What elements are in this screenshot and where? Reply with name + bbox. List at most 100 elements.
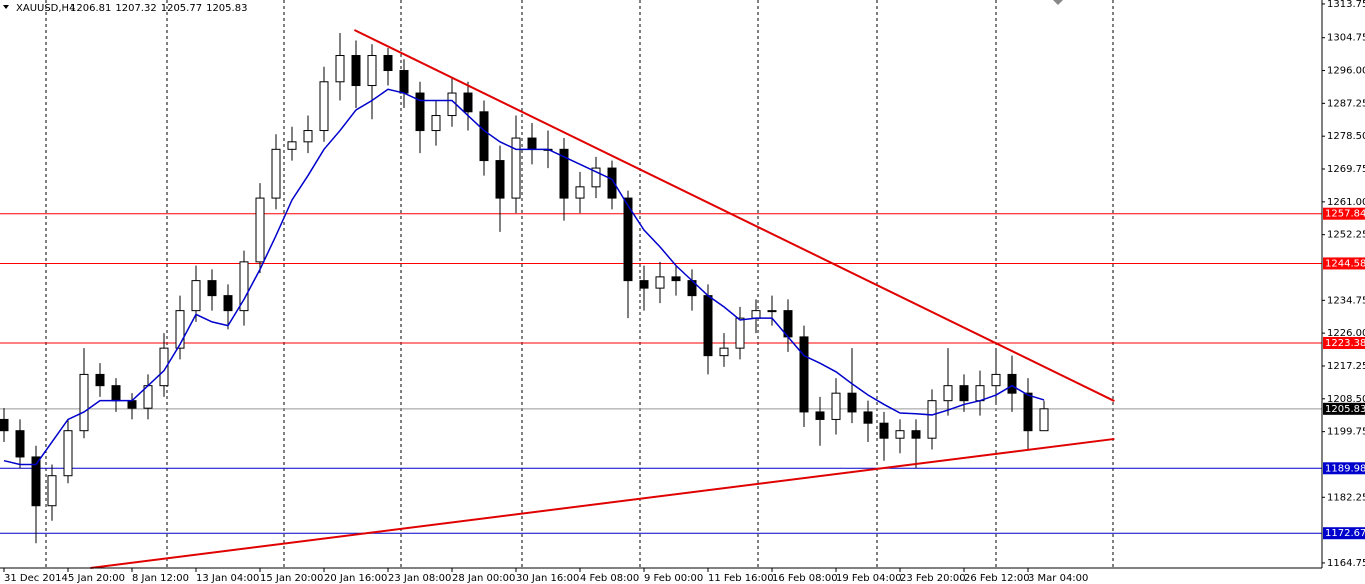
candle-body: [719, 347, 729, 357]
candle-body: [447, 92, 457, 117]
level-label-box: [1323, 527, 1365, 540]
candle-body: [351, 55, 361, 87]
level-label: 1172.67: [1325, 528, 1365, 539]
candle-body: [399, 70, 409, 94]
level-label: 1244.58: [1325, 258, 1365, 269]
candle-body: [463, 92, 473, 113]
level-label-box: [1323, 462, 1365, 475]
x-tick-label: 19 Feb 04:00: [836, 573, 902, 584]
x-tick-label: 28 Jan 00:00: [452, 573, 515, 584]
x-tick-label: 30 Jan 16:00: [516, 573, 579, 584]
candle-body: [799, 336, 809, 413]
x-tick-label: 9 Feb 00:00: [644, 573, 703, 584]
candle-body: [591, 167, 601, 188]
candle-body: [911, 430, 921, 439]
candle-body: [559, 148, 569, 199]
y-tick-label: 1296.00: [1327, 66, 1365, 77]
candle-body: [111, 385, 121, 402]
y-tick-label: 1208.50: [1327, 394, 1365, 405]
candle-body: [671, 276, 681, 282]
candle-body: [831, 392, 841, 420]
candle-body: [287, 141, 297, 150]
candle-body: [1007, 373, 1017, 394]
candle-body: [0, 418, 9, 432]
x-tick-label: 15 Jan 20:00: [260, 573, 323, 584]
plot: [0, 29, 1322, 569]
candle-body: [95, 373, 105, 387]
candle-body: [255, 197, 265, 263]
candle-body: [335, 55, 345, 83]
candle-body: [319, 81, 329, 132]
y-tick-label: 1304.75: [1327, 33, 1365, 44]
y-tick-label: 1252.25: [1327, 230, 1365, 241]
x-tick-label: 8 Jan 12:00: [132, 573, 189, 584]
candle-body: [847, 392, 857, 413]
shift-marker: [1053, 0, 1063, 5]
x-tick-label: 31 Dec 2014: [4, 573, 68, 584]
candle-body: [863, 411, 873, 424]
quote-value: 1206.81: [70, 3, 111, 14]
level-label: 1223.38: [1325, 338, 1365, 349]
candle-body: [815, 411, 825, 420]
level-label-box: [1323, 257, 1365, 270]
x-tick-label: 13 Jan 04:00: [196, 573, 259, 584]
x-tick-label: 16 Feb 08:00: [772, 573, 838, 584]
candle-body: [207, 280, 217, 297]
candle-body: [575, 186, 585, 199]
candle-body: [511, 137, 521, 199]
candle-body: [927, 400, 937, 439]
candle-body: [63, 430, 73, 477]
x-tick-label: 11 Feb 16:00: [708, 573, 774, 584]
candle-body: [191, 280, 201, 312]
candle-body: [895, 430, 905, 439]
x-tick-label: 20 Jan 16:00: [324, 573, 387, 584]
candle-body: [175, 310, 185, 349]
candle-body: [655, 276, 665, 289]
x-tick-label: 23 Jan 08:00: [388, 573, 451, 584]
candle-body: [383, 55, 393, 72]
moving-average: [3, 88, 1045, 466]
candle-body: [623, 197, 633, 282]
candle-body: [47, 475, 57, 507]
menu-arrow[interactable]: [3, 5, 9, 9]
chart-title: XAUUSD,H4: [16, 3, 75, 14]
y-tick-label: 1261.00: [1327, 197, 1365, 208]
level-label: 1189.98: [1325, 463, 1365, 474]
candle-body: [367, 55, 377, 87]
candle-body: [767, 310, 777, 313]
x-tick-label: 4 Feb 08:00: [580, 573, 639, 584]
candle-body: [223, 295, 233, 312]
y-tick-label: 1226.00: [1327, 328, 1365, 339]
candle-body: [959, 385, 969, 402]
candle-body: [15, 430, 25, 458]
quote-value: 1207.32: [115, 3, 156, 14]
x-tick-label: 26 Feb 12:00: [964, 573, 1030, 584]
quote-value: 1205.83: [206, 3, 247, 14]
quote-value: 1205.77: [161, 3, 202, 14]
y-tick-label: 1278.50: [1327, 131, 1365, 142]
trendline: [353, 29, 1115, 402]
candle-body: [879, 422, 889, 439]
y-tick-label: 1164.75: [1327, 558, 1365, 569]
y-tick-label: 1199.75: [1327, 427, 1365, 438]
candle-body: [127, 400, 137, 409]
candle-body: [431, 115, 441, 132]
candle-body: [495, 160, 505, 199]
level-label: 1257.84: [1325, 209, 1365, 220]
candle-body: [751, 310, 761, 319]
candle-body: [607, 167, 617, 199]
y-tick-label: 1234.75: [1327, 295, 1365, 306]
level-label: 1205.83: [1325, 404, 1365, 415]
y-tick-label: 1217.25: [1327, 361, 1365, 372]
x-tick-label: 3 Mar 04:00: [1028, 573, 1088, 584]
candle-body: [303, 130, 313, 143]
y-tick-label: 1313.75: [1327, 0, 1365, 10]
candle-body: [943, 385, 953, 402]
candle-body: [271, 148, 281, 199]
candle-body: [159, 347, 169, 387]
x-tick-label: 23 Feb 20:00: [900, 573, 966, 584]
trendline: [90, 437, 1115, 569]
y-tick-label: 1287.25: [1327, 98, 1365, 109]
